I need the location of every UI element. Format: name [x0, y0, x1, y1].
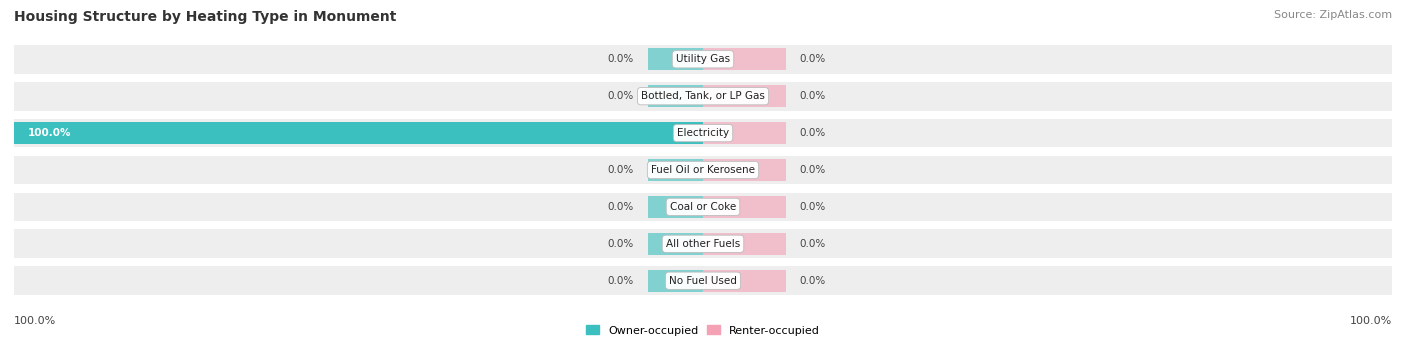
Text: 0.0%: 0.0%	[800, 91, 825, 101]
Bar	[648, 233, 703, 255]
Bar	[648, 85, 703, 107]
Bar	[14, 45, 1392, 74]
Text: 0.0%: 0.0%	[800, 165, 825, 175]
Bar	[14, 156, 1392, 184]
Text: 0.0%: 0.0%	[800, 54, 825, 64]
Bar	[648, 196, 703, 218]
Bar	[14, 122, 703, 144]
Text: Bottled, Tank, or LP Gas: Bottled, Tank, or LP Gas	[641, 91, 765, 101]
Bar	[648, 159, 703, 181]
Text: 0.0%: 0.0%	[800, 202, 825, 212]
Text: Electricity: Electricity	[676, 128, 730, 138]
Text: All other Fuels: All other Fuels	[666, 239, 740, 249]
Text: 100.0%: 100.0%	[28, 128, 72, 138]
Text: 0.0%: 0.0%	[800, 239, 825, 249]
Text: 0.0%: 0.0%	[607, 165, 634, 175]
Bar	[703, 85, 786, 107]
Bar	[14, 266, 1392, 295]
Text: 100.0%: 100.0%	[14, 317, 56, 326]
Bar	[703, 233, 786, 255]
Text: 0.0%: 0.0%	[800, 128, 825, 138]
Text: 0.0%: 0.0%	[607, 54, 634, 64]
Text: No Fuel Used: No Fuel Used	[669, 276, 737, 286]
Bar	[703, 270, 786, 291]
Text: 0.0%: 0.0%	[607, 202, 634, 212]
Text: 0.0%: 0.0%	[607, 91, 634, 101]
Text: Source: ZipAtlas.com: Source: ZipAtlas.com	[1274, 10, 1392, 20]
Text: Fuel Oil or Kerosene: Fuel Oil or Kerosene	[651, 165, 755, 175]
Bar	[703, 122, 786, 144]
Bar	[703, 49, 786, 70]
Bar	[14, 230, 1392, 258]
Bar	[648, 49, 703, 70]
Text: Coal or Coke: Coal or Coke	[669, 202, 737, 212]
Bar	[703, 196, 786, 218]
Text: 0.0%: 0.0%	[607, 239, 634, 249]
Text: 0.0%: 0.0%	[800, 276, 825, 286]
Bar	[14, 192, 1392, 221]
Bar	[14, 82, 1392, 110]
Text: 0.0%: 0.0%	[607, 276, 634, 286]
Text: 100.0%: 100.0%	[1350, 317, 1392, 326]
Text: Utility Gas: Utility Gas	[676, 54, 730, 64]
Text: Housing Structure by Heating Type in Monument: Housing Structure by Heating Type in Mon…	[14, 10, 396, 24]
Legend: Owner-occupied, Renter-occupied: Owner-occupied, Renter-occupied	[581, 321, 825, 340]
Bar	[703, 159, 786, 181]
Bar	[648, 270, 703, 291]
Bar	[14, 119, 1392, 148]
